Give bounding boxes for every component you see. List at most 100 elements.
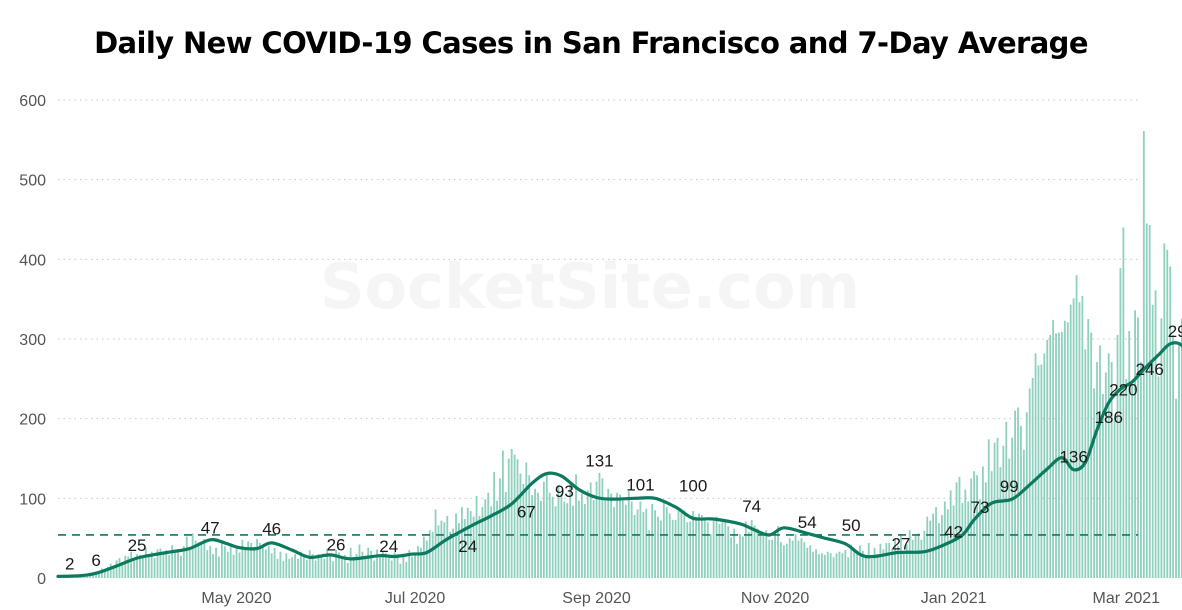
daily-case-bar [750,519,753,578]
daily-case-bar [253,546,256,578]
daily-case-bar [144,547,147,578]
daily-case-bar [794,534,797,578]
daily-case-bar [662,501,665,578]
data-label: 246 [1136,360,1164,379]
daily-case-bar [1148,225,1151,578]
daily-case-bar [949,490,952,578]
daily-case-bar [598,472,601,578]
daily-case-bar [399,563,402,578]
daily-case-bar [665,507,668,578]
daily-case-bar [806,547,809,578]
daily-case-bar [943,501,946,578]
data-label: 6 [91,551,100,570]
daily-case-bar [1140,362,1142,578]
daily-case-bar [326,548,329,578]
daily-case-bar [677,511,680,578]
daily-case-bar [1128,331,1131,578]
daily-case-bar [1175,398,1177,578]
daily-case-bar [856,550,858,578]
daily-case-bar [1063,320,1066,578]
daily-case-bar [408,550,411,578]
daily-case-bar [130,551,133,578]
x-tick-label: Jul 2020 [385,590,446,607]
daily-case-bar [218,556,220,578]
daily-case-bar [657,516,659,578]
data-label: 93 [555,482,574,501]
daily-case-bar [730,537,733,578]
daily-case-bar [1081,295,1084,578]
daily-case-bar [384,553,387,578]
daily-case-bar [1075,275,1078,578]
daily-case-bar [180,555,182,578]
data-label: 100 [679,476,707,495]
daily-case-bar [294,554,296,578]
daily-case-bar [220,541,223,578]
daily-case-bar [768,539,771,578]
daily-case-bar [771,539,774,578]
daily-case-bar [911,539,914,578]
daily-case-bar [686,522,689,578]
daily-case-bar [1055,333,1057,578]
daily-case-bar [446,515,449,578]
y-tick-label: 400 [19,252,46,269]
daily-case-bar [323,558,326,578]
daily-case-bar [990,471,993,578]
daily-case-bar [1066,322,1069,578]
daily-case-bar [709,534,712,578]
daily-case-bar [282,561,285,578]
daily-case-bar [636,509,639,578]
daily-case-bar [1151,304,1154,578]
daily-case-bar [302,555,305,578]
daily-case-bar [358,544,361,578]
daily-case-bar [885,542,888,578]
daily-case-bar [203,538,206,578]
daily-case-bar [414,554,416,578]
daily-case-bar [727,526,730,578]
daily-case-bar [809,545,812,578]
daily-case-bar [621,500,624,578]
daily-case-bar [390,560,393,578]
daily-case-bar [1157,376,1160,578]
daily-case-bar [1154,290,1157,578]
daily-case-bar [1093,388,1096,578]
daily-case-bar [291,557,294,578]
daily-case-bar [1078,302,1081,578]
daily-case-bar [103,570,106,578]
daily-case-bar [589,482,592,578]
daily-case-bar [285,553,288,578]
daily-case-bar [139,554,141,578]
daily-case-bar [396,554,399,578]
daily-case-bar [475,495,478,578]
data-label: 24 [379,537,398,556]
daily-case-bar [671,519,674,578]
daily-case-bar [736,543,738,578]
daily-case-bar [165,550,168,578]
daily-case-bar [504,491,507,578]
daily-case-bar [651,503,654,578]
daily-case-bar [739,534,741,578]
daily-case-bar [519,473,522,578]
daily-case-bar [273,547,276,578]
daily-case-bar [967,501,970,578]
daily-case-bar [136,554,138,578]
daily-case-bar [847,557,850,578]
daily-case-bar [747,531,750,578]
daily-case-bar [185,536,188,578]
daily-case-bar [528,475,531,578]
daily-case-bar [141,557,144,578]
daily-case-bar [987,439,990,578]
daily-case-bar [897,546,899,578]
daily-case-bar [633,515,636,578]
daily-case-bar [1090,332,1093,578]
daily-case-bar [229,544,232,578]
daily-case-bar [481,507,484,578]
y-tick-label: 100 [19,491,46,508]
daily-case-bar [501,450,504,578]
daily-case-bar [1058,332,1060,578]
daily-case-bar [250,542,253,578]
daily-case-bar [955,482,958,578]
daily-case-bar [601,478,604,578]
daily-case-bar [422,536,425,578]
daily-case-bar [630,501,633,578]
